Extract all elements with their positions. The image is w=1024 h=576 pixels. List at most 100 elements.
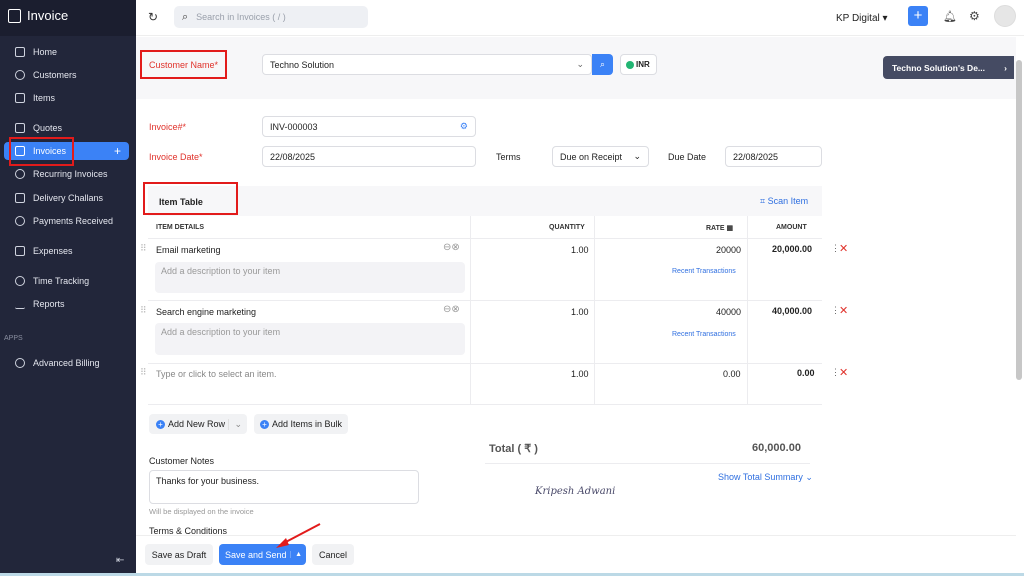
gear-icon[interactable]: ⚙ (459, 121, 468, 131)
search-input[interactable]: ⌕ Search in Invoices ( / ) (174, 6, 368, 28)
customer-notes-label: Customer Notes (149, 456, 215, 466)
recent-transactions-link[interactable]: Recent Transactions (672, 331, 736, 338)
home-icon (15, 47, 25, 57)
highlight-box-customer (140, 50, 227, 79)
item-quantity[interactable]: 1.00 (571, 307, 589, 317)
app-title: Invoice (27, 8, 69, 23)
currency-badge[interactable]: INR (620, 54, 657, 75)
divider (148, 300, 822, 301)
invoice-icon (15, 146, 25, 156)
due-date-input[interactable]: 22/08/2025 (725, 146, 822, 167)
add-items-bulk-button[interactable]: + Add Items in Bulk (254, 414, 348, 434)
item-rate[interactable]: 20000 (716, 245, 742, 255)
sidebar-item-invoices[interactable]: Invoices + (4, 142, 129, 160)
chevron-down-icon: ⌄ (576, 59, 584, 69)
signature: Kripesh Adwani (535, 486, 616, 497)
sidebar-item-delivery-challans[interactable]: Delivery Challans (4, 189, 129, 207)
drag-handle-icon[interactable]: ⠿ (140, 305, 147, 315)
item-name[interactable]: Search engine marketing (156, 307, 257, 317)
item-select-input[interactable]: Type or click to select an item. (156, 369, 277, 379)
item-quantity[interactable]: 1.00 (571, 369, 589, 379)
col-amount: AMOUNT (776, 224, 807, 231)
add-invoice-plus-icon[interactable]: + (113, 144, 121, 158)
item-table-title: Item Table (159, 197, 203, 207)
user-icon (15, 70, 25, 80)
chevron-down-icon: ⌄ (805, 472, 813, 482)
item-amount: 40,000.00 (772, 306, 813, 316)
more-icon[interactable]: ⋮ (831, 305, 840, 315)
invoice-date-label: Invoice Date* (149, 152, 203, 162)
remove-row-icon[interactable]: ✕ (839, 305, 849, 317)
gear-icon[interactable]: ⚙ (969, 9, 980, 23)
recurring-icon (15, 169, 25, 179)
customer-details-panel-toggle[interactable]: Techno Solution's De... › (883, 56, 1014, 79)
sidebar-item-items[interactable]: Items (4, 89, 129, 107)
calculator-icon[interactable]: ▦ (726, 225, 734, 232)
bag-icon (15, 93, 25, 103)
invoice-date-input[interactable]: 22/08/2025 (262, 146, 476, 167)
item-description-input[interactable]: Add a description to your item (155, 323, 465, 355)
item-rate[interactable]: 0.00 (723, 369, 741, 379)
top-bar: ↻ ⌕ Search in Invoices ( / ) KP Digital … (136, 0, 1024, 36)
cancel-button[interactable]: Cancel (312, 544, 354, 565)
payment-icon (15, 216, 25, 226)
highlight-box-invoices (9, 137, 74, 166)
total-label: Total ( ₹ ) (489, 443, 538, 455)
recent-history-icon[interactable]: ↻ (148, 10, 159, 24)
add-new-row-button[interactable]: + Add New Row ⌄ (149, 414, 247, 434)
annotation-arrow (276, 523, 321, 548)
show-total-summary-link[interactable]: Show Total Summary ⌄ (718, 472, 813, 482)
sidebar-item-expenses[interactable]: Expenses (4, 242, 129, 260)
invoice-number-input[interactable]: INV-000003 ⚙ (262, 116, 476, 137)
drag-handle-icon[interactable]: ⠿ (140, 243, 147, 253)
sidebar-item-payments-received[interactable]: Payments Received (4, 212, 129, 230)
caret-up-icon[interactable]: ▲ (290, 551, 306, 558)
currency-icon (626, 60, 634, 69)
avatar[interactable] (994, 5, 1016, 27)
more-icon[interactable]: ⋮ (831, 243, 840, 253)
divider (148, 238, 822, 239)
bell-icon[interactable]: 🔔︎ (943, 11, 957, 23)
recent-transactions-link[interactable]: Recent Transactions (672, 268, 736, 275)
sidebar-item-recurring-invoices[interactable]: Recurring Invoices (4, 165, 129, 183)
sidebar-item-customers[interactable]: Customers (4, 66, 129, 84)
app-brand[interactable]: Invoice (8, 8, 68, 23)
col-quantity: QUANTITY (549, 224, 585, 231)
sidebar-item-advanced-billing[interactable]: Advanced Billing (4, 354, 129, 372)
more-icon[interactable]: ⋮ (831, 367, 840, 377)
due-date-label: Due Date (668, 152, 707, 162)
collapse-sidebar-icon[interactable]: ⇤ (116, 555, 125, 566)
divider (470, 216, 471, 404)
remove-row-icon[interactable]: ✕ (839, 243, 849, 255)
customer-search-button[interactable]: ⌕ (592, 54, 613, 75)
row-actions-icon[interactable]: ⊖⊗ (443, 242, 460, 253)
window-border (0, 573, 1024, 576)
sidebar-item-quotes[interactable]: Quotes (4, 119, 129, 137)
divider (594, 216, 595, 404)
divider (485, 463, 810, 464)
brand-bar (0, 0, 136, 36)
item-quantity[interactable]: 1.00 (571, 245, 589, 255)
row-actions-icon[interactable]: ⊖⊗ (443, 304, 460, 315)
col-rate: RATE ▦ (706, 225, 734, 232)
receipt-icon (15, 246, 25, 256)
customer-notes-input[interactable]: Thanks for your business. (149, 470, 419, 504)
drag-handle-icon[interactable]: ⠿ (140, 367, 147, 377)
item-name[interactable]: Email marketing (156, 245, 221, 255)
terms-select[interactable]: Due on Receipt ⌄ (552, 146, 649, 167)
search-icon: ⌕ (182, 10, 189, 23)
org-switcher[interactable]: KP Digital ▾ (836, 13, 888, 24)
remove-row-icon[interactable]: ✕ (839, 367, 849, 379)
item-rate[interactable]: 40000 (716, 307, 742, 317)
save-and-send-button[interactable]: Save and Send ▲ (219, 544, 306, 565)
quick-create-button[interactable]: + (908, 6, 928, 26)
chevron-down-icon[interactable]: ⌄ (228, 418, 242, 430)
customer-select[interactable]: Techno Solution ⌄ (262, 54, 592, 75)
sidebar-item-reports[interactable]: Reports (4, 295, 129, 313)
scan-item-button[interactable]: ⌗ Scan Item (760, 196, 809, 206)
sidebar-item-time-tracking[interactable]: Time Tracking (4, 272, 129, 290)
save-as-draft-button[interactable]: Save as Draft (145, 544, 213, 565)
item-description-input[interactable]: Add a description to your item (155, 262, 465, 293)
scrollbar[interactable] (1016, 60, 1022, 380)
sidebar-item-home[interactable]: Home (4, 43, 129, 61)
